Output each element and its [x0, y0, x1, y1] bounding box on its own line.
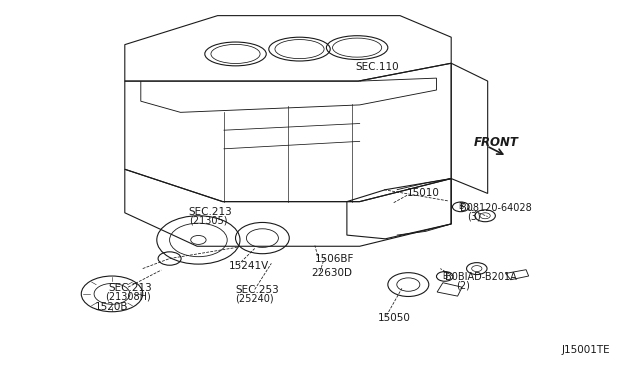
Text: SEC.213: SEC.213 — [109, 283, 152, 293]
Text: SEC.110: SEC.110 — [355, 62, 399, 72]
Text: B0BIAD-B201A: B0BIAD-B201A — [445, 272, 516, 282]
Text: 1520B: 1520B — [95, 302, 128, 312]
Text: 1506BF: 1506BF — [315, 254, 355, 263]
Text: 22630D: 22630D — [312, 269, 353, 278]
Text: B08120-64028: B08120-64028 — [460, 203, 531, 212]
Text: 15241V: 15241V — [229, 261, 269, 271]
Text: (21308H): (21308H) — [106, 292, 151, 301]
Text: FRONT: FRONT — [474, 136, 518, 148]
Text: B: B — [458, 202, 463, 211]
Text: (25240): (25240) — [236, 294, 274, 303]
Text: (2): (2) — [456, 280, 470, 290]
Text: B: B — [442, 272, 447, 281]
Text: (3): (3) — [467, 212, 481, 221]
Text: J15001TE: J15001TE — [562, 346, 611, 355]
Text: 15050: 15050 — [378, 313, 410, 323]
Text: 15010: 15010 — [406, 189, 439, 198]
Text: (21305): (21305) — [189, 215, 227, 225]
Text: SEC.253: SEC.253 — [236, 285, 279, 295]
Text: SEC.213: SEC.213 — [189, 207, 232, 217]
